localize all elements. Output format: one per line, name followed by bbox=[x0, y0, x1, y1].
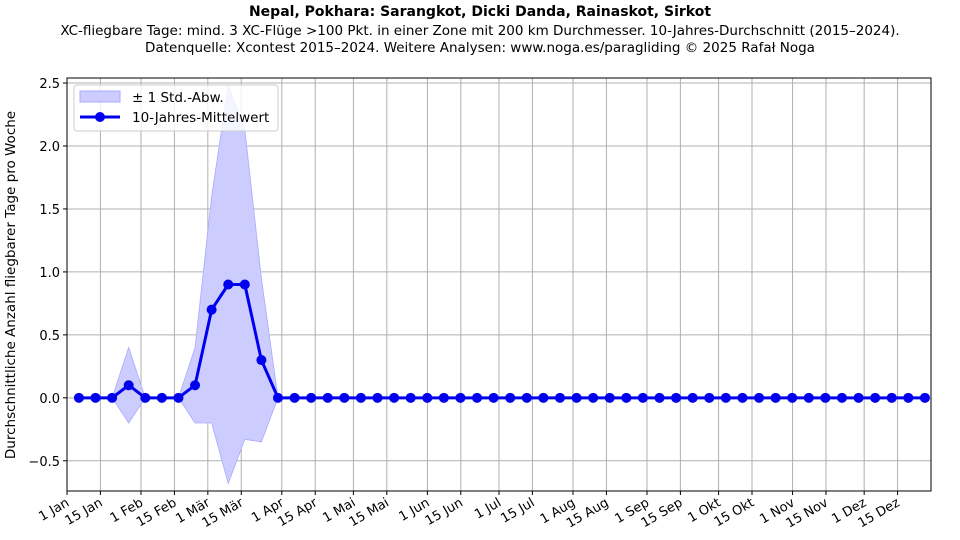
y-tick-label: 0.0 bbox=[39, 392, 60, 407]
mean-point bbox=[355, 392, 366, 403]
mean-point bbox=[588, 392, 599, 403]
mean-point bbox=[870, 392, 881, 403]
mean-point bbox=[621, 392, 632, 403]
mean-point bbox=[472, 392, 483, 403]
legend-band-swatch bbox=[79, 90, 121, 103]
mean-point bbox=[604, 392, 615, 403]
mean-point bbox=[123, 380, 134, 391]
mean-point bbox=[720, 392, 731, 403]
mean-point bbox=[671, 392, 682, 403]
mean-point bbox=[488, 392, 499, 403]
y-axis-label: Durchschnittliche Anzahl fliegbarer Tage… bbox=[3, 111, 19, 459]
mean-point bbox=[820, 392, 831, 403]
mean-point bbox=[521, 392, 532, 403]
mean-point bbox=[405, 392, 416, 403]
mean-point bbox=[289, 392, 300, 403]
mean-line bbox=[73, 279, 930, 403]
mean-point bbox=[73, 392, 84, 403]
mean-point bbox=[853, 392, 864, 403]
mean-point bbox=[571, 392, 582, 403]
mean-point bbox=[505, 392, 516, 403]
mean-point bbox=[372, 392, 383, 403]
mean-point bbox=[272, 392, 283, 403]
mean-point bbox=[836, 392, 847, 403]
chart-title: Nepal, Pokhara: Sarangkot, Dicki Danda, … bbox=[249, 4, 711, 20]
mean-point bbox=[239, 279, 250, 290]
legend: ± 1 Std.-Abw. 10-Jahres-Mittelwert bbox=[73, 84, 279, 132]
mean-point bbox=[339, 392, 350, 403]
y-tick-label: 0.5 bbox=[39, 329, 60, 344]
std-band bbox=[78, 83, 925, 485]
y-axis: −0.5 0.0 0.5 1.0 1.5 2.0 2.5 bbox=[28, 77, 67, 470]
y-tick-label: 1.5 bbox=[39, 203, 60, 218]
x-tick-label: 1 Jul bbox=[472, 495, 504, 522]
legend-box bbox=[73, 84, 279, 132]
mean-point bbox=[389, 392, 400, 403]
mean-point bbox=[455, 392, 466, 403]
x-tick-label: 15 Jun bbox=[423, 495, 466, 528]
mean-point bbox=[90, 392, 101, 403]
mean-point bbox=[306, 392, 317, 403]
x-tick-label: 15 Apr bbox=[275, 495, 320, 530]
chart-subtitle-2: Datenquelle: Xcontest 2015–2024. Weitere… bbox=[145, 40, 815, 56]
mean-point bbox=[637, 392, 648, 403]
mean-point bbox=[737, 392, 748, 403]
mean-point bbox=[223, 279, 234, 290]
chart-subtitle-1: XC-fliegbare Tage: mind. 3 XC-Flüge >100… bbox=[60, 23, 899, 39]
mean-point bbox=[654, 392, 665, 403]
legend-label-mean: 10-Jahres-Mittelwert bbox=[132, 110, 269, 126]
x-tick-label: 15 Jan bbox=[63, 495, 106, 528]
y-tick-label: 2.5 bbox=[39, 77, 60, 92]
mean-point bbox=[173, 392, 184, 403]
mean-point bbox=[554, 392, 565, 403]
mean-point bbox=[422, 392, 433, 403]
y-tick-label: −0.5 bbox=[28, 455, 60, 470]
mean-point bbox=[156, 392, 167, 403]
std-band-area bbox=[78, 83, 925, 485]
mean-point bbox=[787, 392, 798, 403]
mean-point bbox=[803, 392, 814, 403]
mean-point bbox=[206, 304, 217, 315]
mean-point bbox=[903, 392, 914, 403]
legend-marker bbox=[95, 112, 105, 122]
y-tick-label: 1.0 bbox=[39, 266, 60, 281]
legend-label-std: ± 1 Std.-Abw. bbox=[132, 90, 224, 106]
mean-point bbox=[190, 380, 201, 391]
mean-point bbox=[770, 392, 781, 403]
mean-point bbox=[140, 392, 151, 403]
mean-point bbox=[886, 392, 897, 403]
mean-point bbox=[538, 392, 549, 403]
mean-point bbox=[704, 392, 715, 403]
mean-point bbox=[256, 355, 267, 366]
mean-point bbox=[687, 392, 698, 403]
mean-point bbox=[322, 392, 333, 403]
grid bbox=[66, 78, 931, 491]
mean-point bbox=[754, 392, 765, 403]
mean-line-path bbox=[78, 283, 925, 400]
mean-point bbox=[107, 392, 118, 403]
mean-point bbox=[438, 392, 449, 403]
mean-point bbox=[919, 392, 930, 403]
x-tick-label: 15 Jul bbox=[498, 495, 537, 526]
y-tick-label: 2.0 bbox=[39, 140, 60, 155]
